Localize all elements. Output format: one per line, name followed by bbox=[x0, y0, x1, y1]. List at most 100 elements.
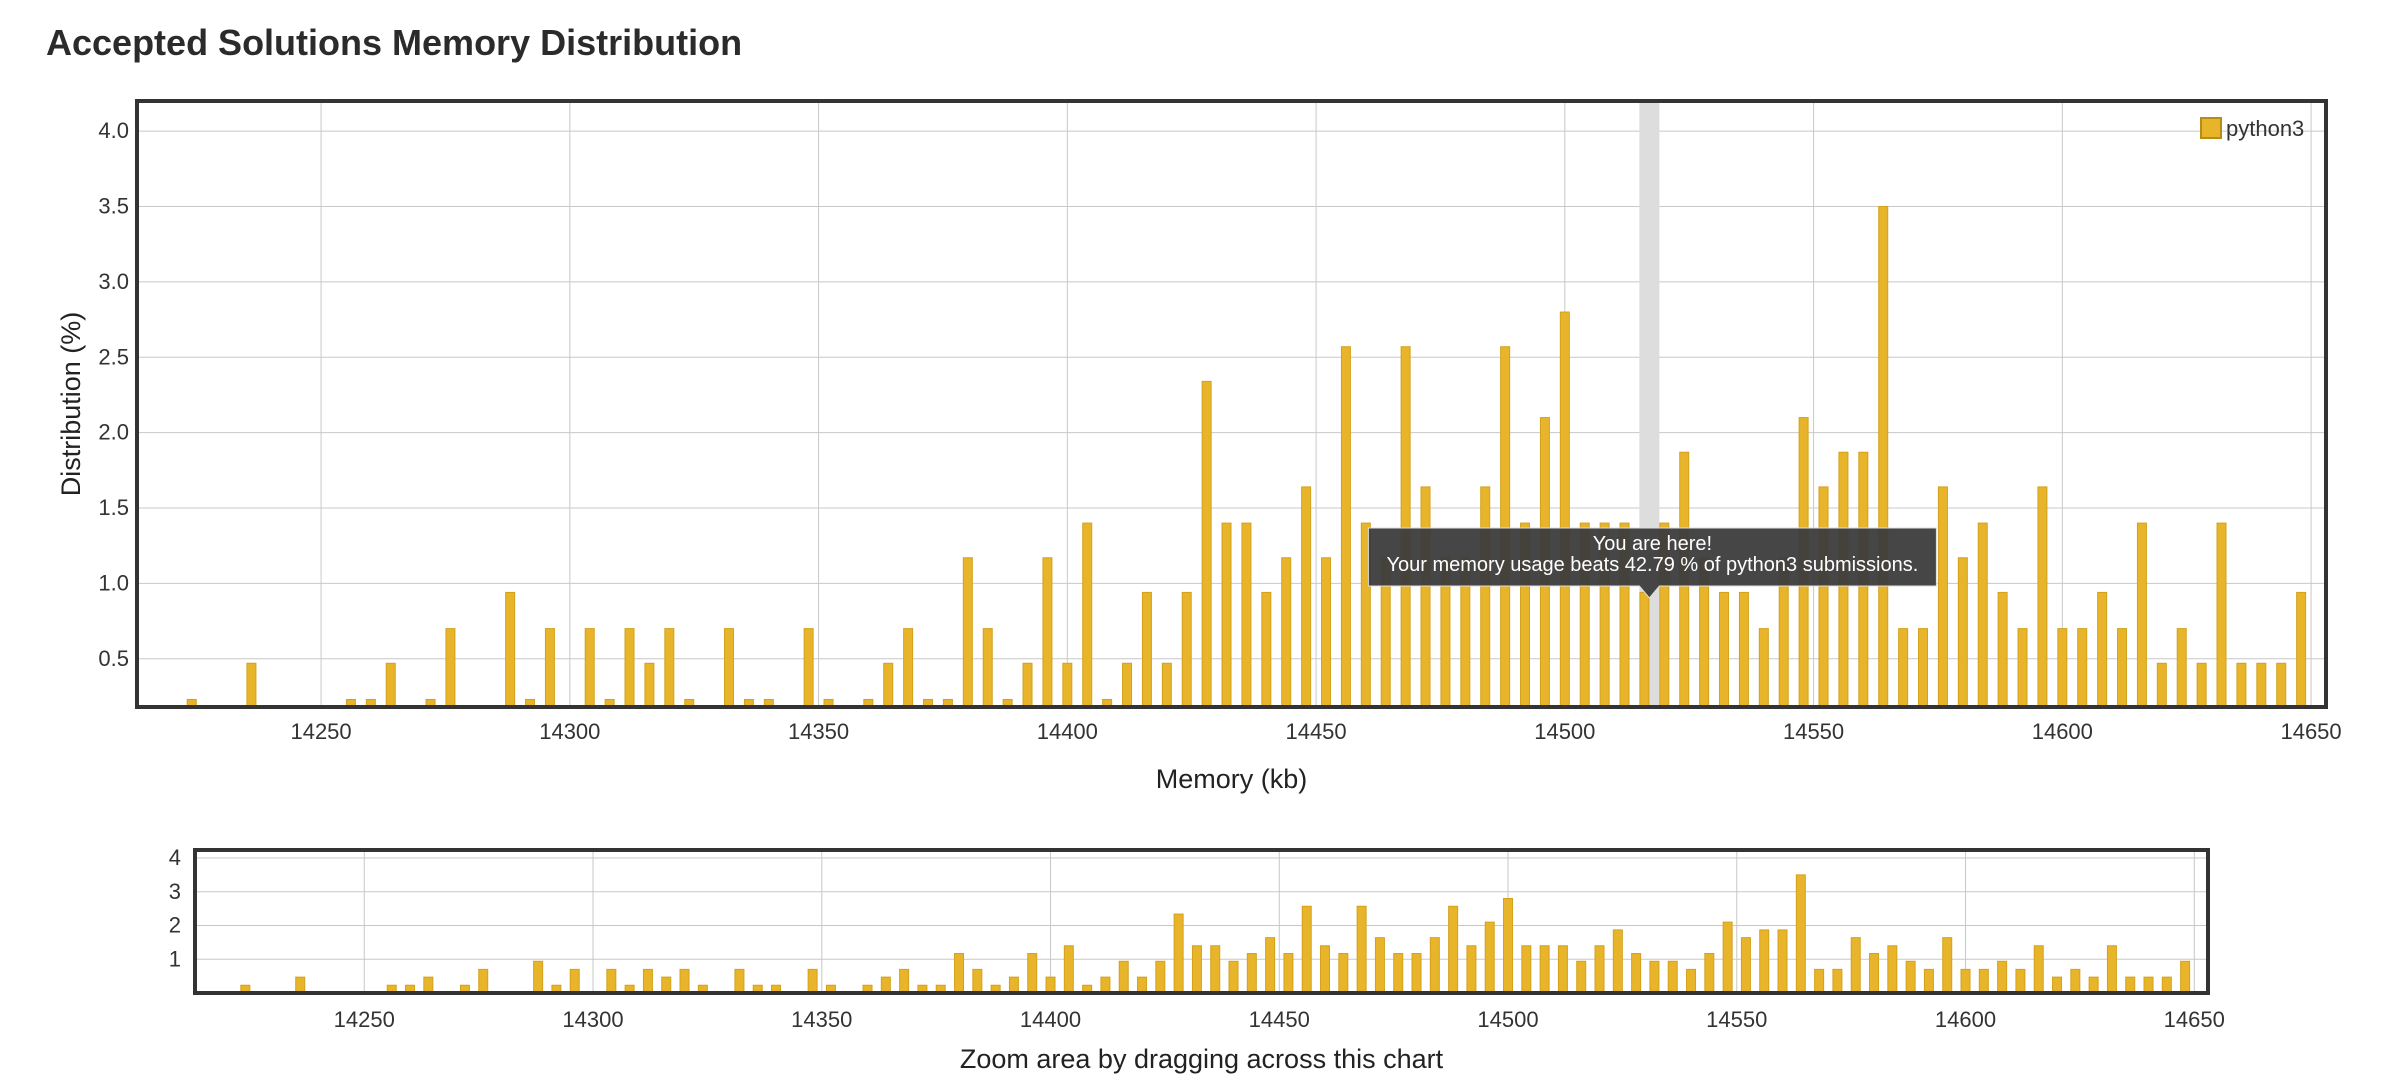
bar[interactable] bbox=[2236, 662, 2247, 708]
zoom-bar bbox=[1173, 913, 1184, 994]
bar[interactable] bbox=[1201, 380, 1212, 708]
zoom-bar bbox=[1576, 960, 1587, 994]
zoom-bar bbox=[1777, 929, 1788, 994]
bar[interactable] bbox=[1321, 557, 1332, 708]
bar[interactable] bbox=[1937, 486, 1948, 708]
bar[interactable] bbox=[664, 628, 675, 708]
bar[interactable] bbox=[624, 628, 635, 708]
zoom-bar bbox=[1557, 945, 1568, 994]
y-tick-label: 3.5 bbox=[98, 194, 129, 219]
bar[interactable] bbox=[803, 628, 814, 708]
bar[interactable] bbox=[1639, 591, 1650, 708]
bar[interactable] bbox=[1500, 346, 1511, 708]
bar[interactable] bbox=[724, 628, 735, 708]
zoom-bar bbox=[1320, 945, 1331, 994]
zoom-bar bbox=[2106, 945, 2117, 994]
zoom-bar bbox=[1301, 905, 1312, 994]
bar[interactable] bbox=[1738, 591, 1749, 708]
bar[interactable] bbox=[2017, 628, 2028, 708]
bar[interactable] bbox=[2296, 591, 2307, 708]
bar[interactable] bbox=[584, 628, 595, 708]
bar[interactable] bbox=[1480, 486, 1491, 708]
zoom-bar bbox=[734, 968, 745, 994]
bar[interactable] bbox=[1122, 662, 1133, 708]
bar[interactable] bbox=[2156, 662, 2167, 708]
bar[interactable] bbox=[644, 662, 655, 708]
bar[interactable] bbox=[2136, 522, 2147, 708]
x-tick-label: 14500 bbox=[1534, 719, 1595, 744]
bar[interactable] bbox=[1082, 522, 1093, 708]
legend-label-python3[interactable]: python3 bbox=[2226, 116, 2304, 141]
zoom-bar bbox=[2088, 976, 2099, 994]
bar[interactable] bbox=[2077, 628, 2088, 708]
bar[interactable] bbox=[1818, 486, 1829, 708]
bar[interactable] bbox=[962, 557, 973, 708]
zoom-navigator-chart[interactable]: 14250 14300 14350 14400 14450 14500 14550 14600… bbox=[169, 845, 2225, 1074]
bar[interactable] bbox=[544, 628, 555, 708]
bar[interactable] bbox=[1181, 591, 1192, 708]
bar[interactable] bbox=[2057, 628, 2068, 708]
main-plot-frame bbox=[135, 99, 2328, 709]
bar[interactable] bbox=[385, 662, 396, 708]
zoom-bar bbox=[606, 968, 617, 994]
legend-swatch-python3[interactable] bbox=[2200, 117, 2222, 139]
zoom-bar bbox=[1210, 945, 1221, 994]
bar[interactable] bbox=[1977, 522, 1988, 708]
bar[interactable] bbox=[246, 662, 257, 708]
zoom-bar bbox=[1814, 968, 1825, 994]
bar[interactable] bbox=[1141, 591, 1152, 708]
bar[interactable] bbox=[1062, 662, 1073, 708]
bar[interactable] bbox=[1261, 591, 1272, 708]
bar[interactable] bbox=[903, 628, 914, 708]
zoom-bar bbox=[954, 953, 965, 994]
bar[interactable] bbox=[2196, 662, 2207, 708]
bar[interactable] bbox=[505, 591, 516, 708]
bar[interactable] bbox=[1042, 557, 1053, 708]
bar[interactable] bbox=[1898, 628, 1909, 708]
bar[interactable] bbox=[1997, 591, 2008, 708]
bar[interactable] bbox=[1161, 662, 1172, 708]
bar[interactable] bbox=[1918, 628, 1929, 708]
bar[interactable] bbox=[1301, 486, 1312, 708]
bar[interactable] bbox=[445, 628, 456, 708]
bar[interactable] bbox=[1340, 346, 1351, 708]
x-tick-label: 14600 bbox=[2032, 719, 2093, 744]
bar[interactable] bbox=[2097, 591, 2108, 708]
bar[interactable] bbox=[1022, 662, 1033, 708]
zoom-bar bbox=[899, 968, 910, 994]
bar[interactable] bbox=[1221, 522, 1232, 708]
bar[interactable] bbox=[2037, 486, 2048, 708]
bar[interactable] bbox=[982, 628, 993, 708]
y-tick-label: 1.0 bbox=[98, 570, 129, 595]
bar[interactable] bbox=[2216, 522, 2227, 708]
bar[interactable] bbox=[1559, 311, 1570, 708]
tooltip-message: Your memory usage beats 42.79 % of pytho… bbox=[1387, 554, 1919, 576]
zoom-x-tick-label: 14300 bbox=[562, 1007, 623, 1032]
zoom-bar bbox=[2033, 945, 2044, 994]
bar[interactable] bbox=[2176, 628, 2187, 708]
x-axis-title: Memory (kb) bbox=[1156, 764, 1308, 794]
bar[interactable] bbox=[883, 662, 894, 708]
bar[interactable] bbox=[2256, 662, 2267, 708]
zoom-bars[interactable] bbox=[240, 874, 2191, 994]
bar[interactable] bbox=[1420, 486, 1431, 708]
zoom-bar bbox=[1704, 953, 1715, 994]
bar[interactable] bbox=[2276, 662, 2287, 708]
zoom-bar bbox=[1338, 953, 1349, 994]
bar[interactable] bbox=[1878, 206, 1889, 708]
y-tick-label: 2.0 bbox=[98, 420, 129, 445]
zoom-bar bbox=[1667, 960, 1678, 994]
bar[interactable] bbox=[1241, 522, 1252, 708]
bar[interactable] bbox=[1758, 628, 1769, 708]
bar[interactable] bbox=[1719, 591, 1730, 708]
bar[interactable] bbox=[1957, 557, 1968, 708]
zoom-bar bbox=[1393, 953, 1404, 994]
bar[interactable] bbox=[2117, 628, 2128, 708]
bar[interactable] bbox=[1281, 557, 1292, 708]
main-chart[interactable]: 14250 14300 14350 14400 14450 14500 14550 14600… bbox=[56, 99, 2342, 794]
legend[interactable]: python3 bbox=[2200, 116, 2304, 141]
bar[interactable] bbox=[1400, 346, 1411, 708]
zoom-bar bbox=[1411, 953, 1422, 994]
zoom-bar bbox=[1155, 960, 1166, 994]
